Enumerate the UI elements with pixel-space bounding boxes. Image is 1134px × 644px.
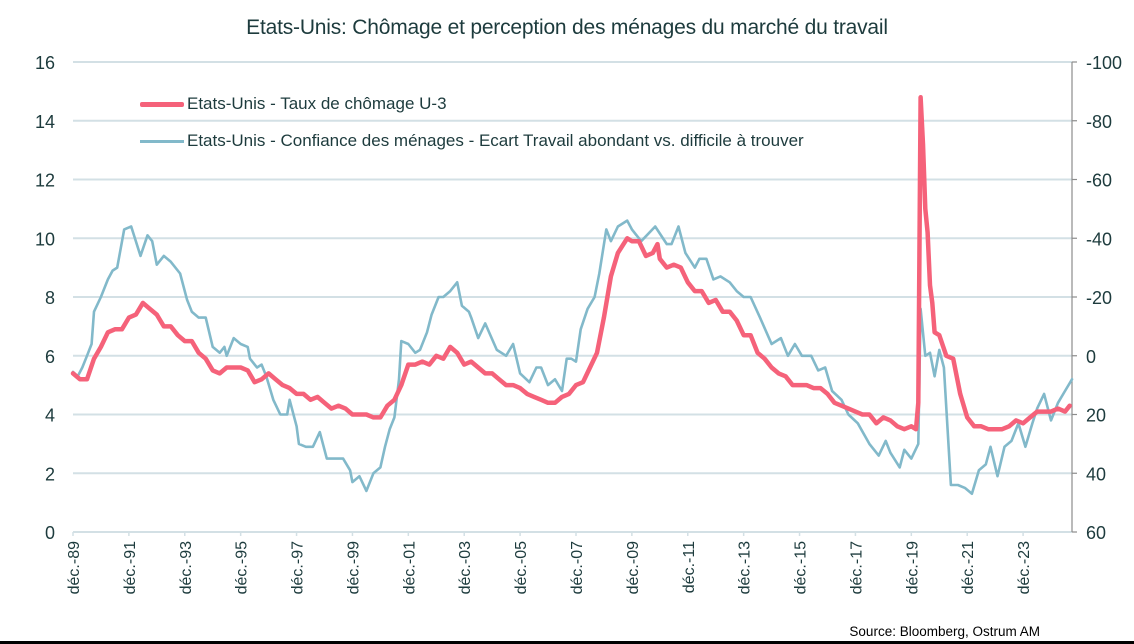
x-tick-label: déc.-03: [457, 541, 474, 594]
y-right-tick-label: 60: [1086, 523, 1106, 543]
x-tick-label: déc.-93: [178, 541, 195, 594]
gridlines: [73, 61, 1072, 533]
series-line-confidence: [71, 219, 1074, 496]
bottom-border: [0, 641, 1134, 644]
y-right-tick-label: -40: [1086, 229, 1112, 249]
y-left-tick-label: 6: [45, 347, 55, 367]
series-line-unemployment: [70, 95, 1072, 432]
y-left-tick-label: 10: [35, 229, 55, 249]
y-right-tick-label: -100: [1086, 53, 1122, 73]
x-tick-label: déc.-19: [904, 541, 921, 594]
x-tick-label: déc.-07: [569, 541, 586, 594]
x-tick-label: déc.-11: [681, 541, 698, 593]
x-tick-label: déc.-21: [960, 541, 977, 594]
y-left-tick-label: 12: [35, 171, 55, 191]
y-left-tick-label: 16: [35, 53, 55, 73]
x-tick-label: déc.-17: [848, 541, 865, 594]
axes: [72, 61, 1077, 536]
y-right-tick-label: 20: [1086, 406, 1106, 426]
x-tick-label: déc.-89: [66, 541, 83, 594]
x-tick-label: déc.-05: [513, 541, 530, 594]
x-tick-label: déc.-91: [122, 541, 139, 594]
y-right-tick-label: -80: [1086, 112, 1112, 132]
legend-swatch-confidence: [140, 140, 184, 143]
y-left-tick-label: 14: [35, 112, 55, 132]
x-tick-label: déc.-99: [345, 541, 362, 594]
series-lines: [70, 95, 1074, 496]
y-left-tick-label: 4: [45, 406, 55, 426]
y-right-tick-label: -20: [1086, 288, 1112, 308]
y-left-tick-label: 2: [45, 464, 55, 484]
source-note: Source: Bloomberg, Ostrum AM: [849, 624, 1040, 639]
y-right-tick-label: 40: [1086, 464, 1106, 484]
chart-title: Etats-Unis: Chômage et perception des mé…: [246, 16, 888, 39]
x-tick-label: déc.-97: [290, 541, 307, 594]
y-left-tick-label: 0: [45, 523, 55, 543]
y-right-tick-label: 0: [1086, 347, 1096, 367]
legend-swatch-unemployment: [140, 102, 184, 107]
legend-label-confidence: Etats-Unis - Confiance des ménages - Eca…: [187, 131, 804, 150]
legend-label-unemployment: Etats-Unis - Taux de chômage U-3: [187, 94, 447, 113]
x-tick-label: déc.-95: [234, 541, 251, 594]
x-tick-label: déc.-13: [737, 541, 754, 594]
y-right-tick-label: -60: [1086, 171, 1112, 191]
x-tick-label: déc.-09: [625, 541, 642, 594]
x-tick-label: déc.-23: [1016, 541, 1033, 594]
y-left-tick-label: 8: [45, 288, 55, 308]
x-tick-label: déc.-15: [793, 541, 810, 594]
x-tick-label: déc.-01: [401, 541, 418, 594]
tick-labels: 0 2 4 6 8 10 12 14 16 -100 -80 -60 -40 -20 0 20 40 60 déc.…: [35, 53, 1122, 594]
